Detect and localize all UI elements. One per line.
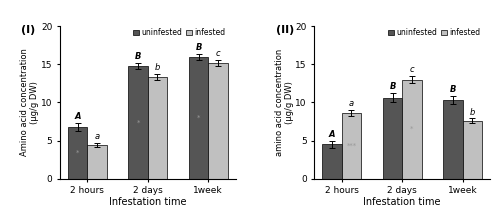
- X-axis label: Infestation time: Infestation time: [364, 197, 441, 207]
- Text: B: B: [196, 43, 202, 52]
- Text: *: *: [197, 115, 200, 121]
- Bar: [68, 127, 87, 179]
- Text: *: *: [410, 126, 414, 132]
- Text: B: B: [390, 82, 396, 91]
- Text: *: *: [76, 150, 80, 156]
- Text: c: c: [216, 49, 220, 58]
- X-axis label: Infestation time: Infestation time: [109, 197, 186, 207]
- Y-axis label: amino acid concentration
(μg/g DW): amino acid concentration (μg/g DW): [274, 49, 294, 156]
- Bar: [148, 77, 167, 179]
- Text: ***: ***: [346, 143, 356, 149]
- Text: b: b: [154, 63, 160, 72]
- Bar: [128, 66, 148, 179]
- Text: *: *: [136, 119, 140, 125]
- Text: b: b: [470, 107, 475, 117]
- Bar: [88, 145, 106, 179]
- Bar: [444, 100, 462, 179]
- Bar: [402, 80, 421, 179]
- Text: (I): (I): [22, 25, 36, 35]
- Bar: [322, 144, 342, 179]
- Bar: [208, 63, 228, 179]
- Legend: uninfested, infested: uninfested, infested: [388, 29, 480, 37]
- Legend: uninfested, infested: uninfested, infested: [133, 29, 226, 37]
- Bar: [189, 57, 208, 179]
- Text: B: B: [135, 52, 141, 61]
- Text: a: a: [94, 132, 100, 141]
- Text: A: A: [74, 112, 81, 121]
- Text: A: A: [329, 130, 336, 139]
- Y-axis label: Amino acid concentration
(μg/g DW): Amino acid concentration (μg/g DW): [20, 49, 40, 156]
- Text: c: c: [410, 65, 414, 74]
- Text: (II): (II): [276, 25, 294, 35]
- Bar: [462, 121, 482, 179]
- Text: B: B: [450, 85, 456, 94]
- Bar: [383, 98, 402, 179]
- Text: a: a: [349, 99, 354, 108]
- Bar: [342, 113, 361, 179]
